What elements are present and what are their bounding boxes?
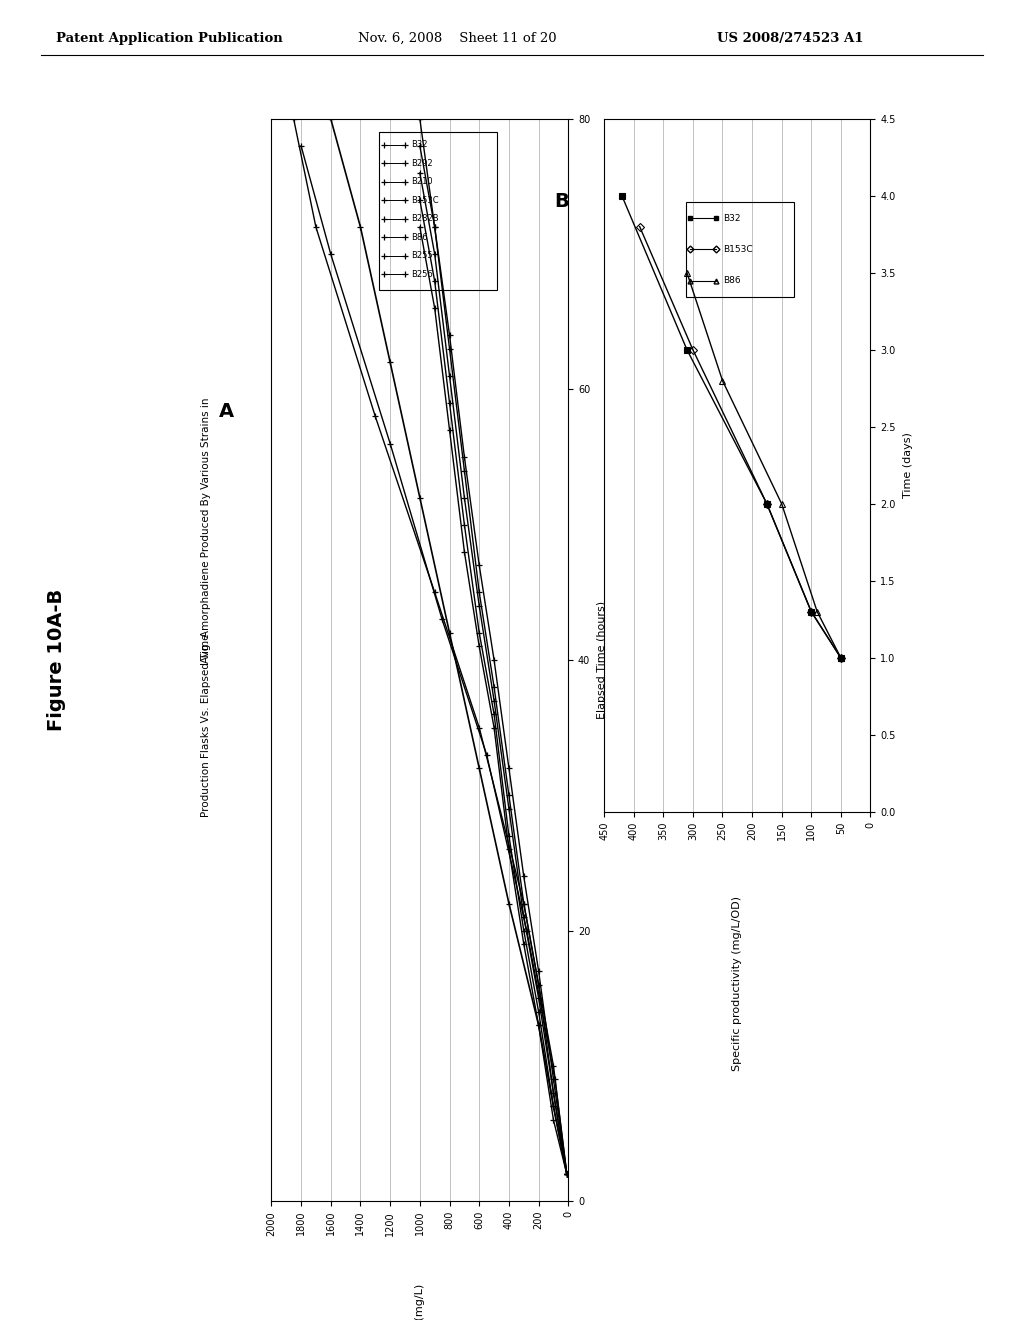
Text: US 2008/274523 A1: US 2008/274523 A1	[717, 32, 863, 45]
Y-axis label: Time (days): Time (days)	[902, 433, 912, 498]
Text: B255: B255	[411, 251, 432, 260]
Text: B32: B32	[723, 214, 740, 223]
Text: Nov. 6, 2008    Sheet 11 of 20: Nov. 6, 2008 Sheet 11 of 20	[358, 32, 557, 45]
Text: B153C: B153C	[411, 195, 438, 205]
Text: B292: B292	[411, 158, 432, 168]
Text: B256: B256	[411, 269, 432, 279]
Text: B: B	[554, 193, 569, 211]
Text: B282B: B282B	[411, 214, 438, 223]
Text: B153C: B153C	[723, 246, 753, 253]
X-axis label: Specific productivity (mg/L/OD): Specific productivity (mg/L/OD)	[732, 896, 742, 1071]
Y-axis label: Elapsed Time (hours): Elapsed Time (hours)	[597, 601, 607, 719]
Text: B210: B210	[411, 177, 432, 186]
X-axis label: Amorphadiene (mg/L): Amorphadiene (mg/L)	[415, 1284, 425, 1320]
Text: Patent Application Publication: Patent Application Publication	[56, 32, 283, 45]
Text: A: A	[219, 401, 234, 421]
Text: Production Flasks Vs. Elapsed Time: Production Flasks Vs. Elapsed Time	[201, 634, 211, 817]
Text: Avg. Amorphadiene Produced By Various Strains in: Avg. Amorphadiene Produced By Various St…	[201, 397, 211, 663]
Text: B86: B86	[411, 232, 427, 242]
Text: B32: B32	[411, 140, 427, 149]
Text: Figure 10A-B: Figure 10A-B	[47, 589, 66, 731]
Text: B86: B86	[723, 276, 740, 285]
